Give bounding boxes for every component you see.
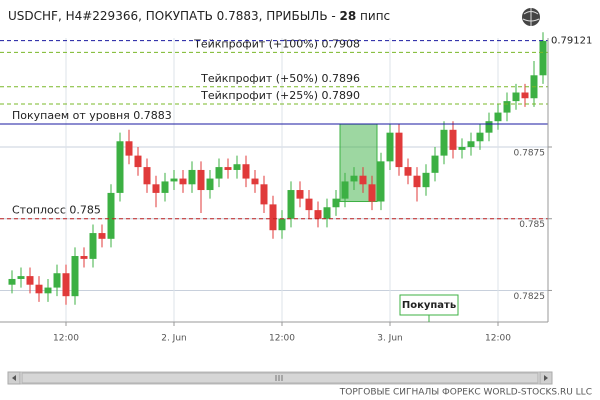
candle-body	[278, 218, 286, 231]
candle-body	[368, 184, 376, 202]
chart-title: USDCHF, H4#229366, ПОКУПАТЬ 0.7883, ПРИБ…	[8, 9, 390, 23]
candle-body	[215, 167, 223, 179]
candle-body	[458, 147, 466, 150]
candle-body	[377, 161, 385, 202]
globe-lines	[522, 8, 540, 26]
level-label: Покупаем от уровня 0.7883	[12, 109, 172, 122]
candle-body	[242, 164, 250, 179]
footer: ТОРГОВЫЕ СИГНАЛЫ ФОРЕКС WORLD-STOCKS.RU …	[339, 388, 592, 398]
candle-body	[395, 132, 403, 168]
candle-body	[8, 278, 16, 285]
candle-body	[170, 178, 178, 182]
y-tick-label: 0.785	[519, 220, 545, 230]
y-tick-label: 0.7875	[514, 149, 546, 159]
candle-body	[539, 40, 547, 76]
candle-body	[314, 210, 322, 219]
title-profit: 28	[340, 9, 357, 23]
candle-body	[188, 169, 196, 185]
candle-body	[107, 192, 115, 239]
candle-body	[260, 184, 268, 205]
candle-body	[332, 198, 340, 208]
candle-body	[233, 164, 241, 170]
candle-body	[98, 233, 106, 239]
annotation: Покупать	[399, 294, 459, 322]
candle-body	[62, 273, 70, 297]
candle-body	[467, 141, 475, 148]
x-tick-label: 12:00	[53, 334, 79, 344]
x-tick-label: 2. Jun	[161, 334, 187, 344]
candle-body	[152, 184, 160, 193]
candle-body	[512, 92, 520, 102]
candle-body	[386, 132, 394, 162]
candle-body	[341, 181, 349, 199]
candle-body	[287, 190, 295, 219]
candle-body	[350, 175, 358, 182]
scrollbar[interactable]	[7, 371, 553, 385]
candle-body	[521, 92, 529, 99]
scroll-thumb[interactable]	[21, 372, 539, 384]
y-tick-label: 0.7825	[514, 292, 546, 302]
candle-body	[305, 198, 313, 211]
candle-body	[404, 167, 412, 176]
candle-body	[89, 233, 97, 259]
level-label: Тейкпрофит (+25%) 0.7890	[200, 89, 360, 102]
x-tick-label: 12:00	[485, 334, 511, 344]
annotation-text: Покупать	[402, 300, 456, 311]
candle-body	[71, 256, 79, 297]
candle-body	[17, 276, 25, 279]
candle-body	[494, 112, 502, 122]
candle-body	[224, 167, 232, 170]
candle-body	[53, 273, 61, 288]
level-label: Тейкпрофит (+100%) 0.7908	[193, 37, 360, 50]
annotation-box	[399, 294, 459, 316]
candle-body	[413, 175, 421, 188]
candle-body	[422, 172, 430, 188]
x-tick-label: 12:00	[269, 334, 295, 344]
candle-body	[449, 129, 457, 150]
candle-body	[485, 121, 493, 133]
candle-body	[116, 141, 124, 193]
candle-body	[269, 204, 277, 231]
candle-body	[35, 284, 43, 294]
candle-body	[80, 256, 88, 259]
candle-body	[179, 178, 187, 185]
candle-body	[125, 141, 133, 156]
arrow-left	[12, 375, 16, 381]
x-tick-label: 3. Jun	[377, 334, 403, 344]
candle-body	[26, 276, 34, 285]
level-label: Стоплосс 0.785	[12, 204, 101, 217]
candle-body	[359, 175, 367, 185]
globe-icon[interactable]	[522, 8, 540, 26]
candle-body	[296, 190, 304, 199]
candle-body	[503, 101, 511, 113]
candle-body	[440, 129, 448, 156]
title-prefix: USDCHF, H4#229366, ПОКУПАТЬ 0.7883, ПРИБ…	[8, 9, 340, 23]
candle-body	[197, 169, 205, 191]
title-suffix: пипс	[356, 9, 390, 23]
candle-body	[143, 167, 151, 185]
level-label: Тейкпрофит (+50%) 0.7896	[200, 72, 360, 85]
thumb-grip	[275, 375, 283, 381]
candle-body	[251, 178, 259, 185]
candle-body	[476, 132, 484, 142]
candle-body	[134, 155, 142, 168]
plot: 0.7825 0.785 0.7875 12:00 2. Jun 12:00 3. Jun 1…	[0, 32, 552, 344]
candle-body	[44, 287, 52, 294]
arrow-right	[544, 375, 548, 381]
current-price-label: 0.79121	[551, 36, 592, 47]
candle-body	[431, 155, 439, 173]
candle-body	[161, 181, 169, 193]
candle-body	[323, 207, 331, 219]
candle-body	[206, 178, 214, 191]
